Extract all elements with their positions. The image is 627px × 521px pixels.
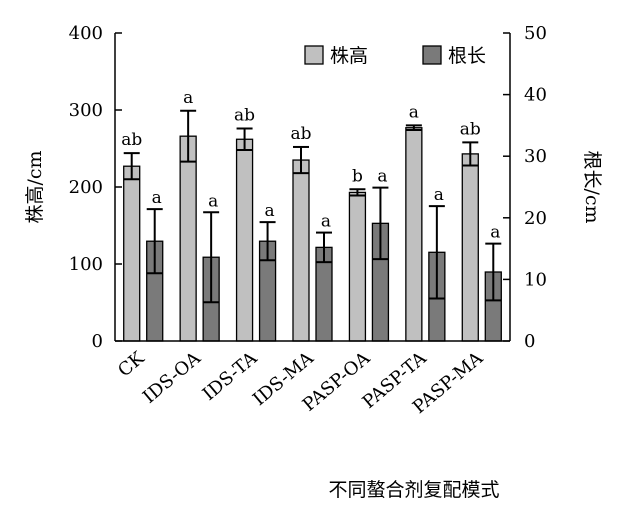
sig-label-plant-height-4: b — [352, 166, 363, 186]
sig-label-root-length-5: a — [434, 185, 444, 205]
sig-label-root-length-6: a — [490, 223, 500, 243]
y-right-tick-label-2: 20 — [524, 208, 547, 229]
sig-label-root-length-1: a — [208, 191, 218, 211]
bar-plant-height-1 — [179, 135, 197, 342]
y-left-tick-label-1: 100 — [69, 254, 103, 275]
y-right-tick-label-0: 0 — [524, 331, 535, 352]
y-left-tick-label-0: 0 — [92, 331, 103, 352]
y-left-tick-label-3: 300 — [69, 100, 103, 121]
legend-swatch-plant-height — [304, 45, 324, 65]
x-tick-label-0: CK — [114, 347, 149, 381]
sig-label-plant-height-5: a — [409, 102, 419, 122]
bar-plant-height-3 — [292, 159, 310, 342]
sig-label-plant-height-6: ab — [460, 119, 481, 139]
y-right-tick-label-5: 50 — [524, 23, 547, 44]
legend-label-plant-height: 株高 — [330, 45, 368, 67]
sig-label-root-length-4: a — [377, 167, 387, 187]
y-axis-right-title: 根长/cm — [581, 150, 603, 223]
bar-plant-height-6 — [461, 153, 479, 342]
bar-plant-height-0 — [123, 165, 141, 342]
y-axis-left-title: 株高/cm — [24, 150, 46, 223]
bar-plant-height-2 — [235, 138, 254, 342]
y-left-tick-label-2: 200 — [69, 177, 103, 198]
sig-label-root-length-3: a — [321, 212, 331, 232]
y-right-tick-label-1: 10 — [524, 269, 547, 290]
bar-plant-height-4 — [348, 191, 367, 342]
y-right-tick-label-3: 30 — [524, 146, 547, 167]
sig-label-plant-height-1: a — [183, 88, 193, 108]
legend-swatch-root-length — [422, 45, 442, 65]
y-left-tick-label-4: 400 — [69, 23, 103, 44]
x-tick-label-1: IDS-OA — [139, 347, 206, 408]
sig-label-plant-height-3: ab — [290, 124, 311, 144]
sig-label-root-length-0: a — [152, 188, 162, 208]
sig-label-plant-height-0: ab — [121, 130, 142, 150]
y-right-tick-label-4: 40 — [524, 85, 547, 106]
sig-label-root-length-2: a — [265, 201, 275, 221]
sig-label-plant-height-2: ab — [234, 105, 255, 125]
legend: 株高 根长 — [304, 45, 486, 67]
legend-label-root-length: 根长 — [448, 45, 486, 67]
bar-plant-height-5 — [405, 127, 423, 342]
x-axis-title: 不同螯合剂复配模式 — [328, 479, 499, 501]
